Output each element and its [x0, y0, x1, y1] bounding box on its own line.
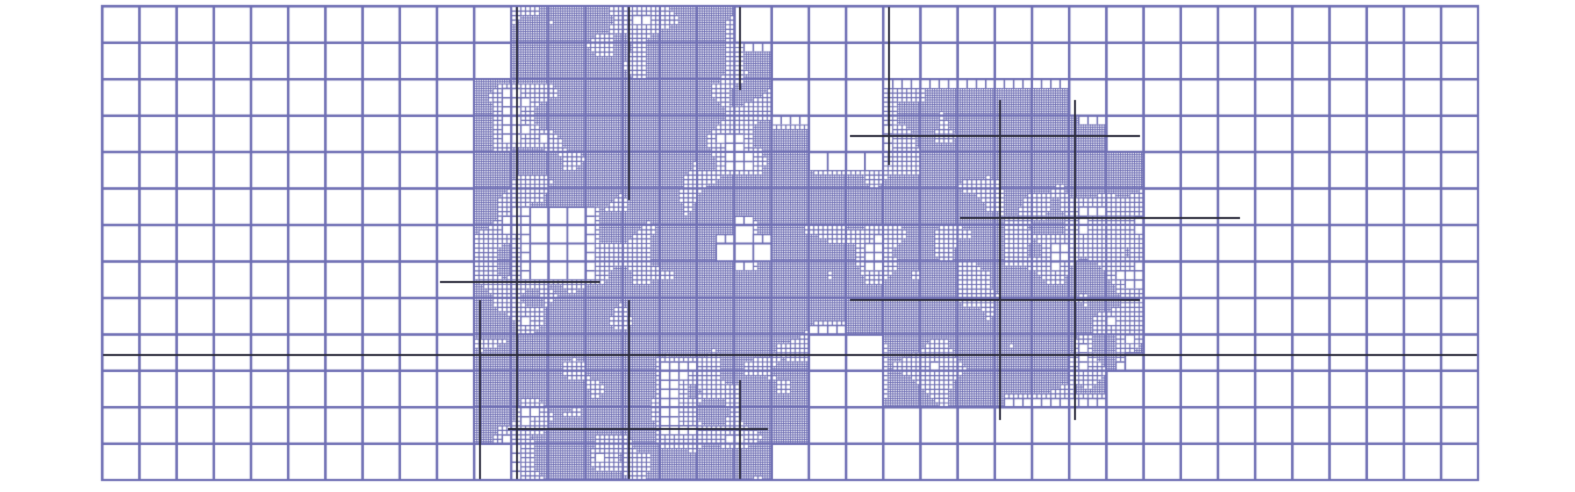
amr-mesh-canvas — [0, 0, 1575, 492]
amr-mesh-figure — [0, 0, 1575, 492]
